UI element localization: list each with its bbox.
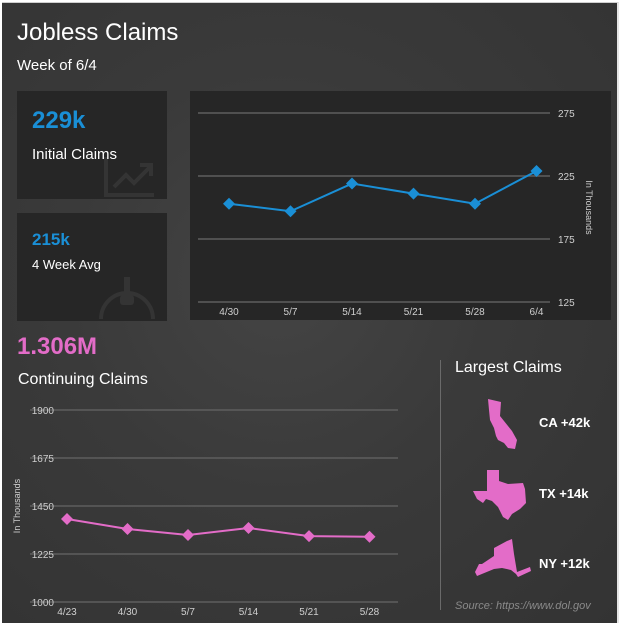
texas-icon [473,470,526,520]
x-tick-label: 6/4 [530,307,544,318]
y-tick-label: 225 [558,172,575,183]
continuing-claims-value: 1.306M [17,333,98,360]
initial-claims-card: 229k Initial Claims [17,91,167,199]
four-week-avg-card: 215k 4 Week Avg [17,213,167,321]
x-tick-label: 5/7 [284,307,298,318]
four-week-avg-value: 215k [32,230,70,249]
data-point-marker [242,521,255,534]
y-tick-label: 1225 [32,550,55,561]
y-axis-label: In Thousands [12,478,22,533]
series-line [66,518,370,538]
x-tick-label: 4/30 [118,607,138,618]
four-week-avg-label: 4 Week Avg [32,257,101,272]
initial-claims-value: 229k [32,107,86,134]
data-point-marker [469,197,481,210]
california-icon [488,399,517,449]
state-label-ca: CA +42k [539,415,591,430]
largest-claims-title: Largest Claims [455,359,562,376]
new-york-icon [475,539,531,577]
state-label-tx: TX +14k [539,486,589,501]
data-point-marker [284,205,297,218]
series-line [228,170,537,213]
y-tick-label: 175 [558,235,575,246]
initial-claims-label: Initial Claims [32,146,118,163]
initial-claims-chart-panel: 125 175 225 275 4/30 5/7 5/14 5/21 5/28 6/4 In Tho… [190,91,611,320]
page-title: Jobless Claims [17,19,179,46]
data-point-marker [363,530,376,543]
x-tick-label: 5/7 [181,607,195,618]
data-point-marker [223,197,235,210]
x-tick-label: 5/14 [342,307,362,318]
y-tick-label: 125 [558,298,575,309]
x-tick-label: 5/28 [360,607,380,618]
continuing-claims-chart: 1000 1225 1450 1675 1900 4/23 4/30 5/7 5/14 5/21 5… [12,406,398,618]
x-tick-label: 5/14 [239,607,259,618]
state-label-ny: NY +12k [539,556,590,571]
trend-up-icon [104,157,154,197]
data-point-marker [121,523,134,536]
continuing-claims-title: Continuing Claims [18,371,148,388]
y-axis-label: In Thousands [584,180,594,235]
data-point-marker [303,530,315,543]
x-tick-label: 5/21 [299,607,319,618]
y-tick-label: 1900 [32,406,55,417]
y-tick-label: 1675 [32,454,55,465]
data-point-marker [182,529,194,542]
x-tick-label: 4/30 [219,307,239,318]
week-subtitle: Week of 6/4 [17,57,97,74]
y-tick-label: 1450 [32,502,55,513]
source-citation: Source: https://www.dol.gov [455,600,591,612]
x-tick-label: 5/28 [465,307,485,318]
initial-claims-chart: 125 175 225 275 4/30 5/7 5/14 5/21 5/28 6/4 In Tho… [198,109,594,318]
x-tick-label: 4/23 [57,607,77,618]
data-point-marker [61,513,73,526]
data-point-marker [346,177,358,190]
x-tick-label: 5/21 [404,307,424,318]
section-divider [440,360,441,610]
y-tick-label: 275 [558,109,575,120]
y-tick-label: 1000 [32,598,55,609]
gauge-icon [99,277,155,320]
data-point-marker [407,187,420,200]
data-point-marker [530,164,543,177]
